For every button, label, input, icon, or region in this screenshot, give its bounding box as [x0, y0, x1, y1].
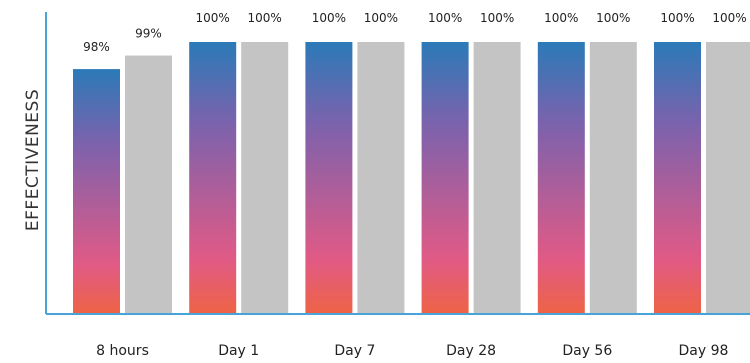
- value-label-series-a-1: 98%: [83, 40, 110, 54]
- bar-series-b-5: [589, 42, 637, 313]
- value-label-series-b-6: 100%: [712, 11, 746, 25]
- category-label-5: Day 56: [562, 343, 612, 359]
- value-label-series-a-5: 100%: [544, 11, 578, 25]
- bar-series-a-4: [421, 42, 469, 313]
- bar-series-a-5: [537, 42, 585, 313]
- bar-series-a-2: [189, 42, 237, 313]
- value-label-series-a-4: 100%: [428, 11, 462, 25]
- bar-series-b-6: [706, 42, 750, 313]
- value-label-series-a-6: 100%: [660, 11, 694, 25]
- bar-series-a-3: [305, 42, 353, 313]
- value-label-series-b-4: 100%: [480, 11, 514, 25]
- value-label-series-b-1: 99%: [135, 27, 162, 41]
- value-label-series-b-2: 100%: [248, 11, 282, 25]
- bar-series-b-3: [357, 42, 405, 313]
- category-label-2: Day 1: [218, 343, 259, 359]
- y-axis-label: EFFECTIVENESS: [23, 89, 43, 231]
- bars-group: [73, 42, 750, 314]
- value-label-series-a-3: 100%: [312, 11, 346, 25]
- value-labels-group: 98% 99% 100% 100% 100% 100% 100% 100% 100% 100% 10…: [83, 11, 746, 54]
- bar-series-b-2: [241, 42, 289, 313]
- category-label-4: Day 28: [446, 343, 496, 359]
- bar-series-b-1: [125, 55, 172, 314]
- category-labels-group: 8 hours Day 1 Day 7 Day 28 Day 56 Day 98: [96, 343, 728, 359]
- value-label-series-a-2: 100%: [196, 11, 230, 25]
- value-label-series-b-3: 100%: [364, 11, 398, 25]
- category-label-3: Day 7: [334, 343, 375, 359]
- value-label-series-b-5: 100%: [596, 11, 630, 25]
- category-label-6: Day 98: [679, 343, 729, 359]
- bar-series-a-1: [73, 69, 120, 313]
- bar-series-a-6: [654, 42, 701, 313]
- category-label-1: 8 hours: [96, 343, 149, 359]
- bar-series-b-4: [473, 42, 521, 313]
